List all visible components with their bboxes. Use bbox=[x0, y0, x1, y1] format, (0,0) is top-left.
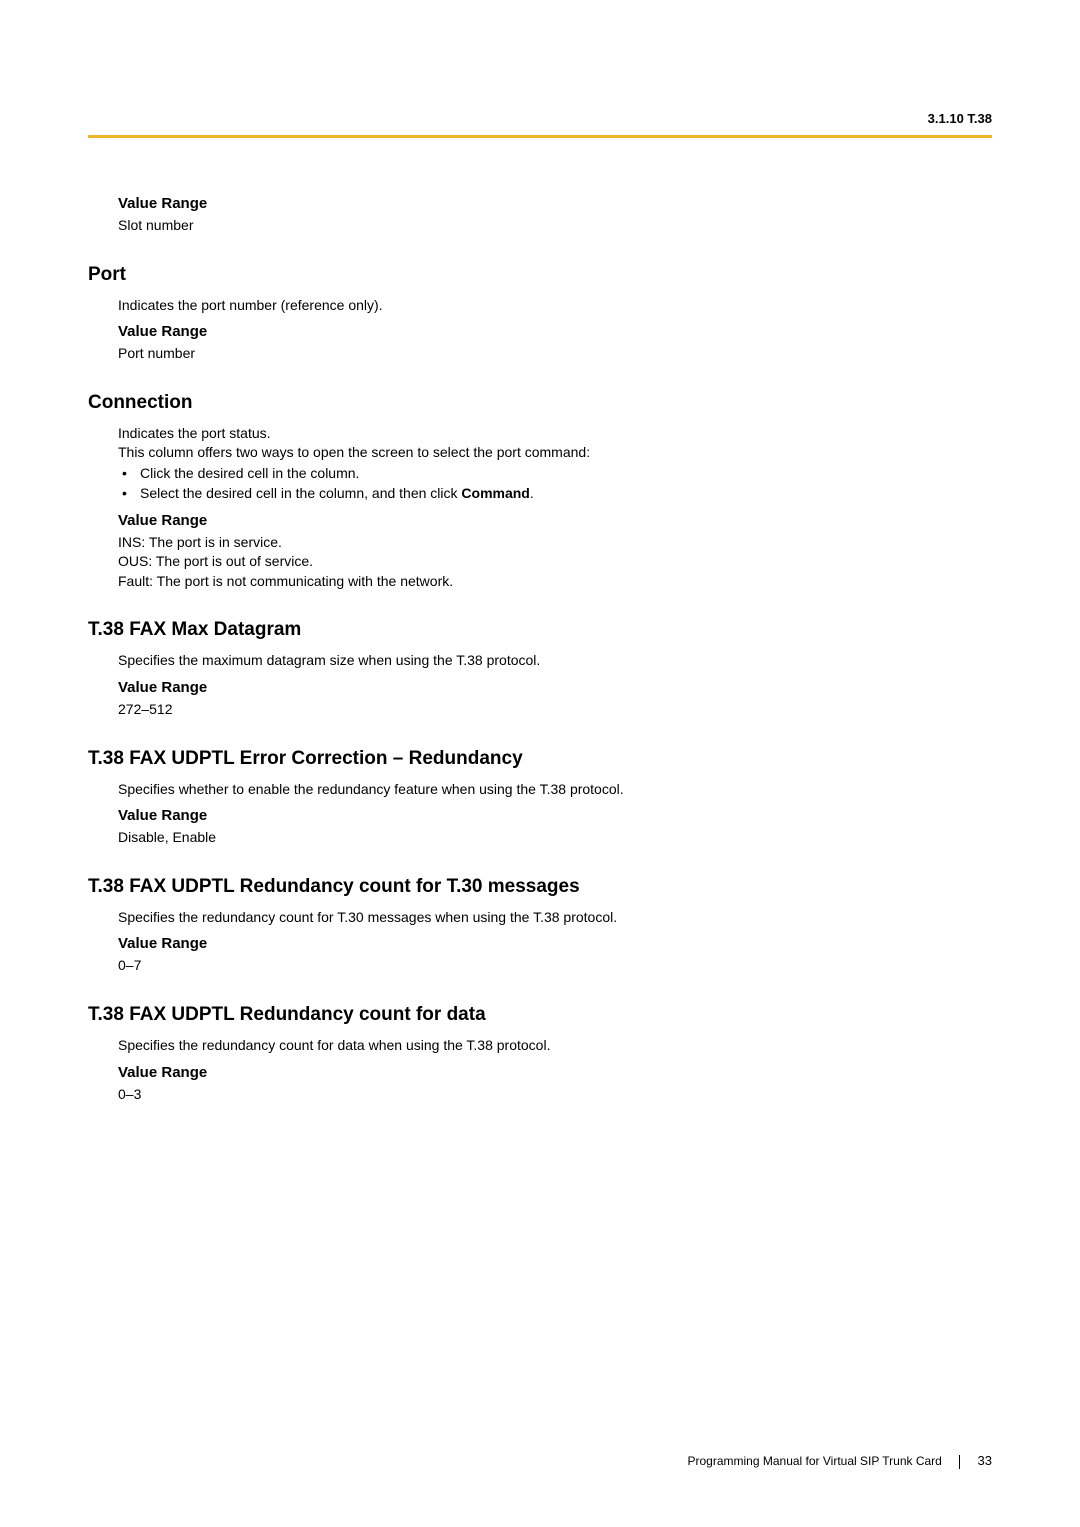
vr-line2: OUS: The port is out of service. bbox=[118, 552, 992, 572]
bullet-text-b: Command bbox=[461, 485, 529, 501]
connection-desc1: Indicates the port status. bbox=[118, 424, 992, 444]
list-item: Click the desired cell in the column. bbox=[118, 463, 992, 483]
page-content: Value Range Slot number Port Indicates t… bbox=[88, 195, 992, 1132]
value-range-label: Value Range bbox=[118, 323, 992, 340]
page-header: 3.1.10 T.38 bbox=[928, 110, 992, 128]
value-range-value: 272–512 bbox=[118, 700, 992, 720]
value-range-value: Port number bbox=[118, 344, 992, 364]
section-top-value-range: Value Range Slot number bbox=[88, 195, 992, 236]
value-range-value: 0–3 bbox=[118, 1085, 992, 1105]
value-range-label: Value Range bbox=[118, 935, 992, 952]
section-title-max-datagram: T.38 FAX Max Datagram bbox=[88, 619, 992, 641]
section-title-port: Port bbox=[88, 264, 992, 286]
section-max-datagram: T.38 FAX Max Datagram Specifies the maxi… bbox=[88, 619, 992, 719]
section-port: Port Indicates the port number (referenc… bbox=[88, 264, 992, 364]
section-udptl-count-data: T.38 FAX UDPTL Redundancy count for data… bbox=[88, 1004, 992, 1104]
section-connection: Connection Indicates the port status. Th… bbox=[88, 392, 992, 592]
section-udptl-count-t30: T.38 FAX UDPTL Redundancy count for T.30… bbox=[88, 876, 992, 976]
max-datagram-desc: Specifies the maximum datagram size when… bbox=[118, 651, 992, 671]
udptl-count-data-desc: Specifies the redundancy count for data … bbox=[118, 1036, 992, 1056]
value-range-value: 0–7 bbox=[118, 956, 992, 976]
bullet-text: Click the desired cell in the column. bbox=[140, 465, 359, 481]
footer-page-number: 33 bbox=[978, 1453, 992, 1468]
value-range-label: Value Range bbox=[118, 679, 992, 696]
connection-bullets: Click the desired cell in the column. Se… bbox=[118, 463, 992, 504]
vr-line1: INS: The port is in service. bbox=[118, 533, 992, 553]
header-rule bbox=[88, 135, 992, 138]
section-title-udptl-count-data: T.38 FAX UDPTL Redundancy count for data bbox=[88, 1004, 992, 1026]
value-range-label: Value Range bbox=[118, 1064, 992, 1081]
value-range-label: Value Range bbox=[118, 195, 992, 212]
vr-line3: Fault: The port is not communicating wit… bbox=[118, 572, 992, 592]
value-range-value: Slot number bbox=[118, 216, 992, 236]
section-title-udptl-redundancy: T.38 FAX UDPTL Error Correction – Redund… bbox=[88, 748, 992, 770]
page-footer: Programming Manual for Virtual SIP Trunk… bbox=[688, 1453, 993, 1469]
connection-desc2: This column offers two ways to open the … bbox=[118, 443, 992, 463]
footer-manual-title: Programming Manual for Virtual SIP Trunk… bbox=[688, 1454, 942, 1468]
footer-divider bbox=[959, 1455, 960, 1469]
list-item: Select the desired cell in the column, a… bbox=[118, 483, 992, 503]
header-section-ref: 3.1.10 T.38 bbox=[928, 111, 992, 126]
value-range-value: Disable, Enable bbox=[118, 828, 992, 848]
port-desc: Indicates the port number (reference onl… bbox=[118, 296, 992, 316]
udptl-count-t30-desc: Specifies the redundancy count for T.30 … bbox=[118, 908, 992, 928]
section-title-udptl-count-t30: T.38 FAX UDPTL Redundancy count for T.30… bbox=[88, 876, 992, 898]
section-title-connection: Connection bbox=[88, 392, 992, 414]
bullet-text-c: . bbox=[530, 485, 534, 501]
section-udptl-redundancy: T.38 FAX UDPTL Error Correction – Redund… bbox=[88, 748, 992, 848]
value-range-label: Value Range bbox=[118, 512, 992, 529]
udptl-redundancy-desc: Specifies whether to enable the redundan… bbox=[118, 780, 992, 800]
value-range-label: Value Range bbox=[118, 807, 992, 824]
bullet-text-a: Select the desired cell in the column, a… bbox=[140, 485, 461, 501]
